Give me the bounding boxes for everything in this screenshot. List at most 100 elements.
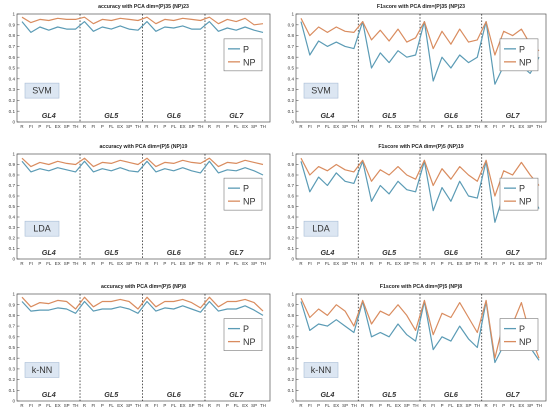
x-tick-label: R [299,261,302,266]
y-tick-label: 0.5 [288,66,295,71]
x-tick-label: SP [251,261,257,266]
classifier-label: SVM [311,86,331,96]
x-tick-label: FI [431,124,435,129]
x-tick-label: P [226,124,229,129]
x-tick-label: EX [457,403,463,408]
group-label: GL5 [382,111,397,120]
y-tick-label: 0.1 [288,388,295,393]
y-tick-label: 0.8 [9,173,16,178]
group-label: GL4 [320,390,334,399]
classifier-label: LDA [312,224,330,234]
series-line-NP [21,16,264,26]
y-tick-label: 0.5 [288,204,295,209]
x-tick-label: SP [466,261,472,266]
x-tick-label: FI [29,403,33,408]
x-tick-label: EX [242,403,248,408]
x-tick-label: R [20,403,23,408]
classifier-box [303,220,339,237]
group-label: GL6 [444,111,459,120]
x-tick-label: SP [527,261,533,266]
x-tick-label: TH [73,403,79,408]
classifier-box [24,220,60,237]
x-tick-label: FI [29,124,33,129]
y-tick-label: 0.3 [9,87,16,92]
x-tick-label: SP [189,403,195,408]
x-tick-label: EX [55,403,61,408]
x-tick-label: R [485,261,488,266]
x-tick-label: P [379,124,382,129]
classifier-label: SVM [32,86,52,96]
x-tick-label: P [441,124,444,129]
x-tick-label: FI [91,261,95,266]
x-tick-label: TH [198,124,204,129]
y-tick-label: 0.6 [288,194,295,199]
series-line-NP [21,157,264,168]
x-tick-label: TH [351,124,357,129]
group-label: GL7 [229,111,244,120]
x-tick-label: EX [518,403,524,408]
group-label: GL7 [506,248,521,257]
y-tick-label: 0.6 [9,334,16,339]
x-tick-label: EX [395,261,401,266]
x-tick-label: FI [308,403,312,408]
x-tick-label: SP [404,261,410,266]
legend-label-NP: NP [519,197,532,207]
legend-box [223,38,263,72]
x-tick-label: R [299,403,302,408]
classifier-label: k-NN [311,365,332,375]
y-tick-label: 0.6 [288,55,295,60]
y-tick-label: 0.2 [9,377,16,382]
y-tick-label: 0.9 [288,302,295,307]
chart-title: F1score with PCA dim=(P)35 (NP)23 [377,4,465,10]
y-tick-label: 0.5 [288,345,295,350]
y-tick-label: 0.2 [288,236,295,241]
x-tick-label: R [361,403,364,408]
x-tick-label: FI [308,261,312,266]
series-line-NP [300,18,540,56]
y-tick-label: 0.5 [9,66,16,71]
x-tick-label: FI [216,261,220,266]
legend-label-NP: NP [243,57,256,67]
x-tick-label: FL [234,403,240,408]
series-line-P [21,21,264,34]
y-tick-label: 0 [291,257,294,262]
x-tick-label: EX [180,403,186,408]
x-tick-label: SP [64,403,70,408]
classifier-label: LDA [33,224,51,234]
y-tick-label: 0.4 [288,215,295,220]
chart-panel: F1score with PCA dim=(P)5 (NP)19 0 0.1 0.2 0… [288,144,547,266]
series-line-NP [300,298,540,359]
group-label: GL6 [444,390,459,399]
x-tick-label: P [163,261,166,266]
x-tick-label: FL [46,261,52,266]
group-label: GL7 [506,390,521,399]
x-tick-label: P [379,261,382,266]
legend-box [499,177,539,211]
y-tick-label: 0.6 [288,334,295,339]
x-tick-label: R [20,124,23,129]
y-tick-label: 0.5 [9,204,16,209]
x-tick-label: FL [325,403,331,408]
x-tick-label: SP [527,403,533,408]
y-tick-label: 0.7 [9,324,16,329]
y-tick-label: 0.3 [288,87,295,92]
x-tick-label: P [502,403,505,408]
series-line-P [21,300,264,316]
x-tick-label: TH [536,403,542,408]
x-tick-label: SP [404,124,410,129]
x-tick-label: SP [126,403,132,408]
x-tick-label: EX [333,403,339,408]
chart-title: accuracy with PCA dim=(P)5 (NP)8 [101,284,186,290]
y-tick-label: 0.1 [9,388,16,393]
x-tick-label: R [299,124,302,129]
y-tick-label: 0.2 [9,236,16,241]
x-tick-label: FL [46,124,52,129]
x-tick-label: P [317,124,320,129]
x-tick-label: P [38,403,41,408]
legend-label-P: P [519,44,525,54]
x-tick-label: FL [448,261,454,266]
group-label: GL7 [506,111,521,120]
y-tick-label: 0.4 [288,356,295,361]
x-tick-label: SP [342,403,348,408]
